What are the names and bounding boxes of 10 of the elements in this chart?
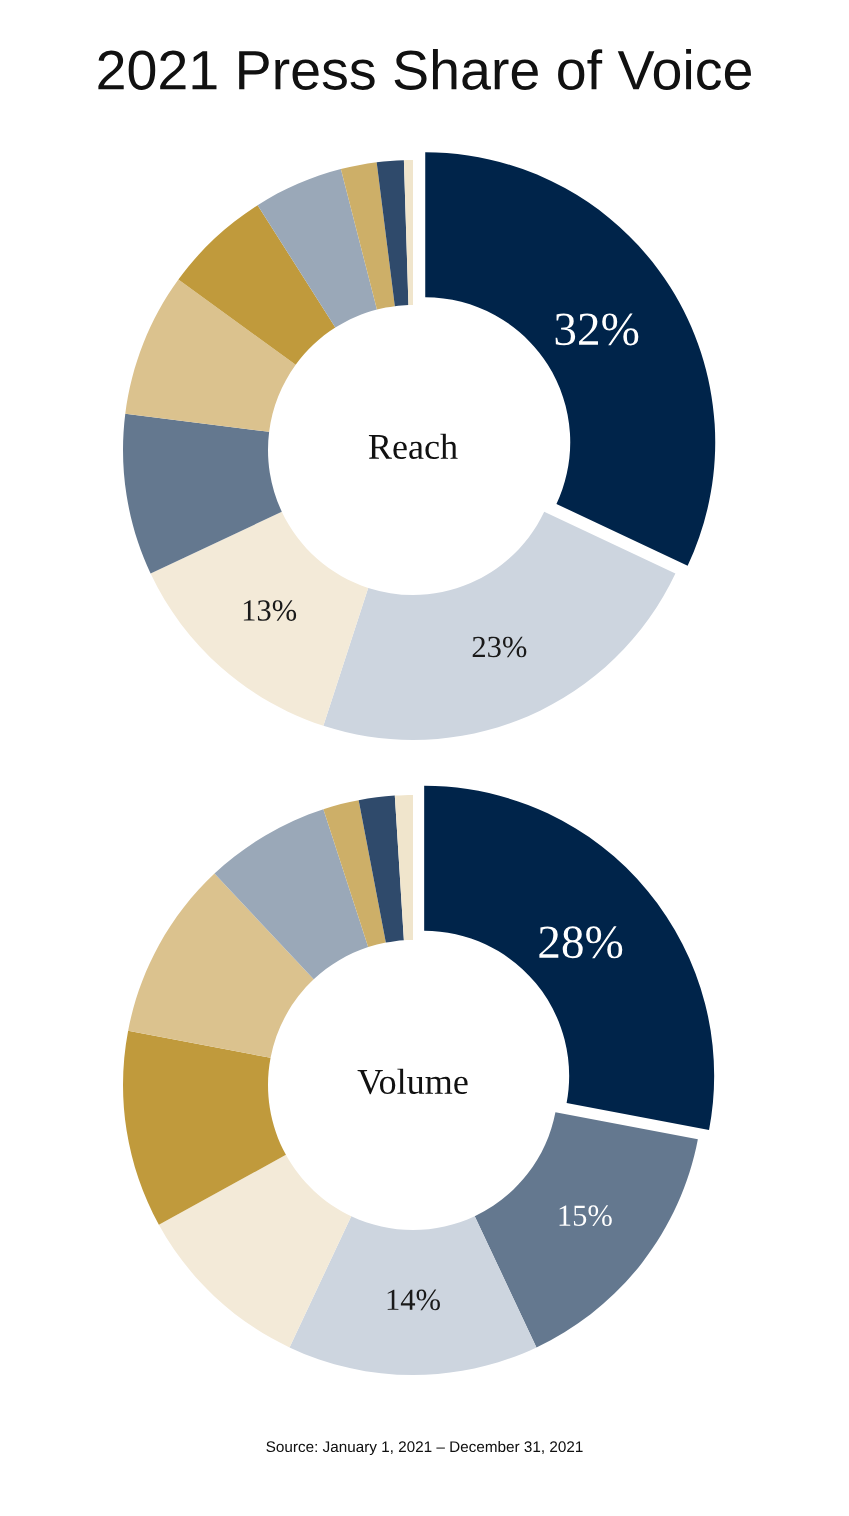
data-label: 28% bbox=[539, 926, 623, 959]
data-label: 13% bbox=[243, 600, 297, 621]
source-note: Source: January 1, 2021 – December 31, 2021 bbox=[266, 1440, 583, 1456]
text: Volume bbox=[357, 1068, 468, 1095]
data-label: 15% bbox=[559, 1205, 612, 1227]
data-label: 32% bbox=[555, 313, 639, 346]
chart-title: 2021 Press Share of Voice bbox=[98, 49, 751, 90]
data-label: 14% bbox=[387, 1289, 440, 1311]
data-label: 23% bbox=[472, 636, 527, 658]
text: Reach bbox=[368, 433, 458, 460]
